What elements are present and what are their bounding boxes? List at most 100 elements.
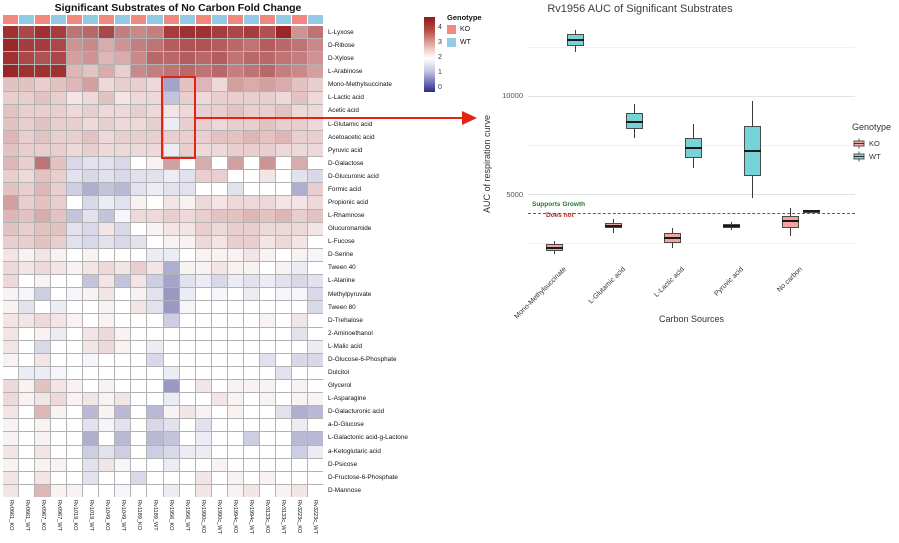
heatmap-cell <box>3 327 19 340</box>
heatmap-row-label: Acetoacetic acid <box>328 133 375 141</box>
heatmap-cell <box>83 39 99 52</box>
heatmap-cell <box>115 170 131 183</box>
heatmap-cell <box>147 314 163 327</box>
heatmap-cell <box>131 157 147 170</box>
heatmap-cell <box>227 209 243 222</box>
boxplot-legend-label: WT <box>869 151 881 161</box>
heatmap-cell <box>3 340 19 353</box>
genotype-annotation-cell <box>3 15 19 24</box>
heatmap-cell <box>131 170 147 183</box>
heatmap-cell <box>3 419 19 432</box>
heatmap-cell <box>211 117 227 130</box>
heatmap-cell <box>195 157 211 170</box>
y-axis-tick-label: 10000 <box>502 91 523 101</box>
heatmap-cell <box>83 432 99 445</box>
heatmap-cell <box>291 327 307 340</box>
heatmap-cell <box>243 366 259 379</box>
heatmap-cell <box>291 419 307 432</box>
heatmap-cell <box>227 170 243 183</box>
heatmap-row-label: Formic acid <box>328 185 362 193</box>
heatmap-cell <box>19 183 35 196</box>
heatmap-cell <box>115 419 131 432</box>
heatmap-cell <box>99 183 115 196</box>
heatmap-cell <box>99 458 115 471</box>
heatmap-cell <box>243 327 259 340</box>
heatmap-cell <box>163 314 179 327</box>
heatmap-cell <box>227 314 243 327</box>
heatmap-cell <box>3 235 19 248</box>
heatmap-cell <box>227 196 243 209</box>
heatmap-cell <box>147 117 163 130</box>
heatmap-row-label: Glucuronamide <box>328 225 372 233</box>
heatmap-cell <box>83 78 99 91</box>
heatmap-cell <box>291 183 307 196</box>
boxplot-median <box>782 220 799 223</box>
boxplot-legend-item-ko: KO <box>853 137 880 149</box>
heatmap-cell <box>51 301 67 314</box>
heatmap-cell <box>275 301 291 314</box>
colorbar-tick-label: 4 <box>438 24 442 31</box>
heatmap-cell <box>99 379 115 393</box>
heatmap-cell <box>163 91 179 104</box>
heatmap-cell <box>35 78 51 91</box>
heatmap-cell <box>275 261 291 275</box>
heatmap-cell <box>99 366 115 379</box>
heatmap-cell <box>67 157 83 170</box>
heatmap-cell <box>211 183 227 196</box>
heatmap-cell <box>3 484 19 497</box>
heatmap-cell <box>51 130 67 143</box>
heatmap-cell <box>67 419 83 432</box>
heatmap-cell <box>115 432 131 445</box>
heatmap-cell <box>19 130 35 143</box>
heatmap-cell <box>195 104 211 117</box>
heatmap-cell <box>163 275 179 288</box>
heatmap-cell <box>179 39 195 52</box>
heatmap-cell <box>131 458 147 471</box>
heatmap-cell <box>35 301 51 314</box>
heatmap-cell <box>115 39 131 52</box>
heatmap-row-label: Tween 80 <box>328 303 356 311</box>
heatmap-column-label: Rv1990c_WT <box>216 500 222 534</box>
heatmap-cell <box>259 288 275 301</box>
heatmap-cell <box>51 275 67 288</box>
heatmap-cell <box>275 366 291 379</box>
ko-color-swatch <box>447 24 456 34</box>
heatmap-cell <box>291 314 307 327</box>
heatmap-cell <box>19 248 35 261</box>
heatmap-cell <box>163 248 179 261</box>
heatmap-cell <box>259 183 275 196</box>
heatmap-cell <box>211 248 227 261</box>
heatmap-cell <box>51 353 67 366</box>
heatmap-cell <box>307 432 323 445</box>
heatmap-cell <box>51 39 67 52</box>
heatmap-cell <box>243 248 259 261</box>
heatmap-cell <box>99 143 115 157</box>
heatmap-cell <box>195 248 211 261</box>
heatmap-cell <box>163 183 179 196</box>
heatmap-cell <box>3 65 19 78</box>
heatmap-cell <box>227 406 243 419</box>
heatmap-cell <box>163 419 179 432</box>
heatmap-cell <box>35 379 51 393</box>
heatmap-cell <box>179 52 195 65</box>
heatmap-cell <box>19 65 35 78</box>
heatmap-cell <box>115 458 131 471</box>
heatmap-cell <box>259 170 275 183</box>
heatmap-cell <box>51 471 67 484</box>
heatmap-cell <box>211 301 227 314</box>
heatmap-cell <box>19 301 35 314</box>
heatmap-row-labels: L-Lyxose D-Ribose D-Xylose L-Arabinose Mono-… <box>328 26 438 497</box>
heatmap-cell <box>115 261 131 275</box>
heatmap-cell <box>211 209 227 222</box>
heatmap-row-label: D-Galactose <box>328 159 364 167</box>
heatmap-column-label: Rv1049_KO <box>104 500 110 531</box>
heatmap-cell <box>227 52 243 65</box>
heatmap-cell <box>83 340 99 353</box>
heatmap-cell <box>259 314 275 327</box>
heatmap-cell <box>291 91 307 104</box>
heatmap-cell <box>115 65 131 78</box>
heatmap-cell <box>115 248 131 261</box>
heatmap-cell <box>51 157 67 170</box>
heatmap-cell <box>243 39 259 52</box>
